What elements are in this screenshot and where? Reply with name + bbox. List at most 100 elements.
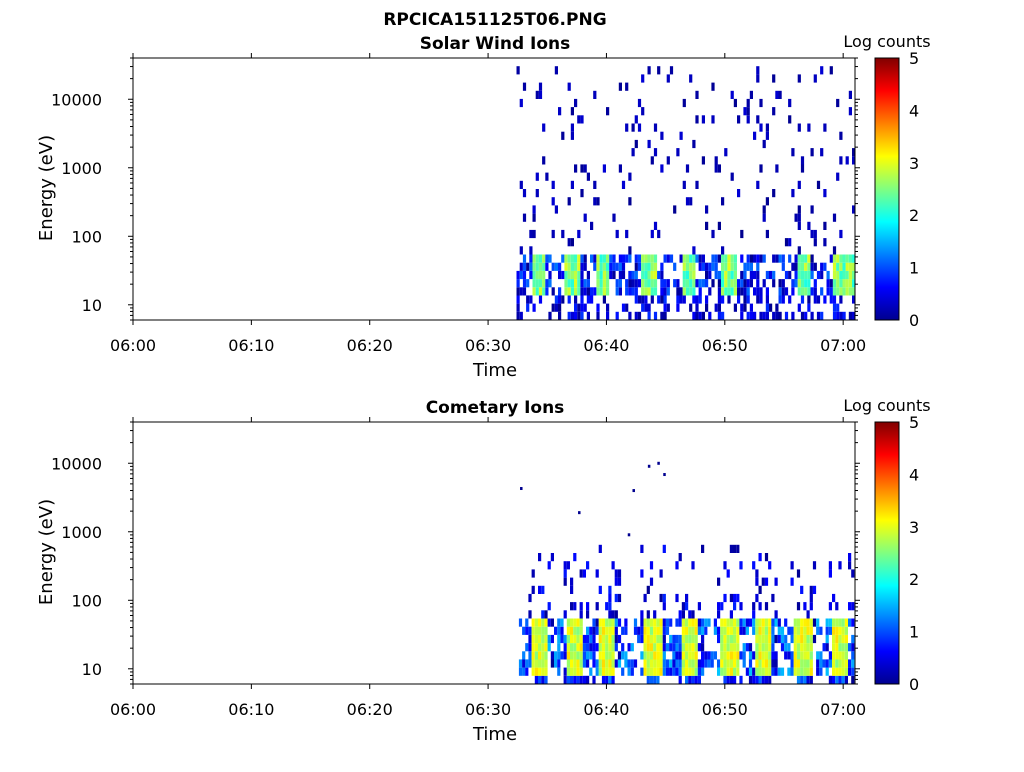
- heatmap-cell: [679, 254, 683, 263]
- heatmap-cell: [701, 279, 705, 288]
- heatmap-cell: [739, 602, 743, 611]
- heatmap-cell: [842, 262, 846, 271]
- heatmap-cell: [649, 577, 654, 586]
- heatmap-cell: [567, 262, 571, 271]
- heatmap-cell: [839, 287, 843, 296]
- heatmap-cell: [812, 585, 817, 594]
- heatmap-cell: [781, 295, 785, 304]
- heatmap-cell: [561, 229, 565, 239]
- heatmap-cell: [586, 643, 590, 652]
- heatmap-cell: [717, 626, 721, 635]
- heatmap-cell: [813, 287, 817, 296]
- heatmap-cell: [637, 626, 641, 635]
- heatmap-cell: [544, 626, 548, 635]
- heatmap-cell: [705, 279, 709, 288]
- heatmap-cell: [695, 254, 699, 263]
- heatmap-cell: [794, 270, 798, 280]
- heatmap-cell: [637, 311, 642, 320]
- heatmap-cell: [724, 287, 728, 296]
- heatmap-cell: [576, 634, 580, 644]
- heatmap-cell: [681, 610, 685, 619]
- heatmap-cell: [733, 303, 737, 312]
- heatmap-cell: [625, 254, 629, 263]
- heatmap-cell: [764, 553, 769, 562]
- heatmap-cell: [825, 667, 829, 676]
- heatmap-cell: [701, 544, 705, 553]
- heatmap-cell: [580, 303, 584, 312]
- heatmap-cell: [697, 618, 701, 627]
- heatmap-cell: [695, 279, 699, 288]
- heatmap-cell: [579, 626, 583, 635]
- heatmap-cell: [544, 651, 548, 660]
- heatmap-cell: [848, 553, 852, 562]
- heatmap-cell: [689, 303, 693, 312]
- heatmap-cell: [784, 651, 788, 660]
- heatmap-cell: [796, 569, 801, 578]
- heatmap-cell: [825, 618, 829, 627]
- heatmap-cell: [841, 618, 845, 627]
- heatmap-cell: [522, 287, 527, 296]
- heatmap-cell: [740, 311, 744, 320]
- heatmap-cell: [558, 262, 562, 271]
- heatmap-cell: [577, 279, 581, 288]
- heatmap-cell: [538, 553, 542, 562]
- heatmap-cell: [828, 561, 832, 570]
- heatmap-cell: [570, 651, 574, 660]
- heatmap-cell: [711, 229, 715, 239]
- heatmap-cell: [838, 626, 842, 635]
- heatmap-cell: [611, 659, 615, 668]
- heatmap-cell: [804, 262, 808, 271]
- heatmap-cell: [628, 270, 632, 280]
- heatmap-cell: [605, 667, 609, 676]
- heatmap-cell: [752, 602, 756, 611]
- heatmap-cell: [723, 618, 727, 627]
- heatmap-cell: [558, 311, 562, 320]
- heatmap-cell: [598, 618, 602, 627]
- heatmap-cell: [570, 634, 574, 644]
- heatmap-cell: [806, 675, 810, 684]
- heatmap-cell: [794, 279, 798, 288]
- heatmap-cell: [554, 66, 558, 75]
- heatmap-cell: [676, 295, 680, 304]
- heatmap-cell: [675, 634, 679, 644]
- heatmap-cell: [633, 618, 638, 627]
- heatmap-cell: [780, 634, 785, 644]
- heatmap-cell: [832, 295, 837, 304]
- heatmap-cell: [662, 602, 666, 611]
- heatmap-cell: [544, 610, 548, 619]
- heatmap-cell: [660, 270, 664, 280]
- heatmap-cell: [608, 626, 612, 635]
- heatmap-cell: [771, 634, 775, 644]
- heatmap-cell: [826, 270, 830, 280]
- heatmap-cell: [695, 295, 699, 304]
- heatmap-cell: [762, 139, 766, 149]
- heatmap-cell: [592, 634, 596, 644]
- heatmap-cell: [726, 667, 730, 676]
- heatmap-cell: [660, 164, 664, 173]
- heatmap-cell: [590, 287, 594, 296]
- heatmap-cell: [567, 287, 571, 296]
- heatmap-cell: [698, 295, 702, 304]
- heatmap-cell: [608, 667, 612, 676]
- heatmap-cell: [748, 675, 753, 684]
- heatmap-cell: [844, 651, 848, 660]
- heatmap-cell: [567, 238, 571, 247]
- heatmap-cell: [810, 254, 814, 263]
- heatmap-cell: [617, 618, 622, 627]
- heatmap-cell: [710, 651, 714, 660]
- heatmap-cell: [691, 618, 695, 627]
- heatmap-cell: [771, 593, 775, 603]
- heatmap-cell: [832, 659, 836, 668]
- heatmap-cell: [759, 287, 763, 296]
- heatmap-cell: [580, 270, 584, 280]
- heatmap-cell: [641, 74, 645, 83]
- heatmap-cell: [762, 311, 766, 320]
- heatmap-cell: [797, 205, 801, 214]
- heatmap-cell: [657, 461, 660, 465]
- heatmap-cell: [564, 270, 568, 280]
- heatmap-cell: [851, 651, 855, 660]
- heatmap-cell: [582, 675, 586, 684]
- heatmap-cell: [788, 98, 792, 108]
- heatmap-cell: [777, 626, 781, 635]
- heatmap-cell: [643, 667, 647, 676]
